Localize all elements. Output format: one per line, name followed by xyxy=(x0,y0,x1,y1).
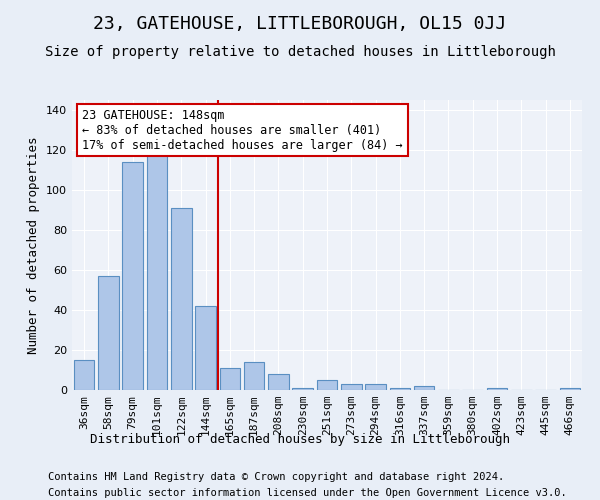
Text: 23, GATEHOUSE, LITTLEBOROUGH, OL15 0JJ: 23, GATEHOUSE, LITTLEBOROUGH, OL15 0JJ xyxy=(94,15,506,33)
Bar xyxy=(220,368,240,390)
Text: Contains public sector information licensed under the Open Government Licence v3: Contains public sector information licen… xyxy=(48,488,567,498)
Bar xyxy=(560,388,580,390)
Bar xyxy=(292,388,313,390)
Bar xyxy=(171,208,191,390)
Text: Size of property relative to detached houses in Littleborough: Size of property relative to detached ho… xyxy=(44,45,556,59)
Bar xyxy=(195,306,216,390)
Text: 23 GATEHOUSE: 148sqm
← 83% of detached houses are smaller (401)
17% of semi-deta: 23 GATEHOUSE: 148sqm ← 83% of detached h… xyxy=(82,108,403,152)
Bar xyxy=(122,162,143,390)
Bar xyxy=(98,276,119,390)
Bar xyxy=(414,386,434,390)
Text: Distribution of detached houses by size in Littleborough: Distribution of detached houses by size … xyxy=(90,432,510,446)
Bar xyxy=(146,154,167,390)
Text: Contains HM Land Registry data © Crown copyright and database right 2024.: Contains HM Land Registry data © Crown c… xyxy=(48,472,504,482)
Bar xyxy=(317,380,337,390)
Bar xyxy=(244,362,265,390)
Bar xyxy=(268,374,289,390)
Bar xyxy=(341,384,362,390)
Bar xyxy=(365,384,386,390)
Bar xyxy=(389,388,410,390)
Bar xyxy=(74,360,94,390)
Y-axis label: Number of detached properties: Number of detached properties xyxy=(28,136,40,354)
Bar xyxy=(487,388,508,390)
